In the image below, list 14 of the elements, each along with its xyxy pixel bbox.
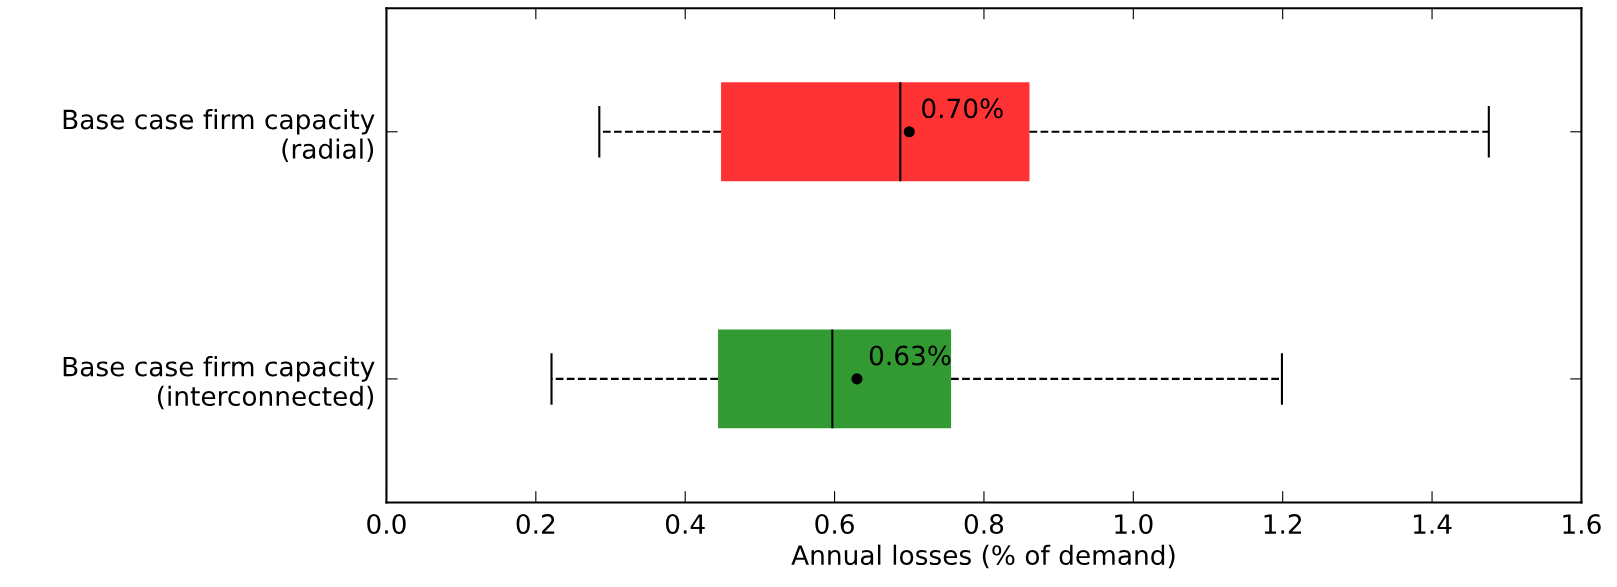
- x-tick-label: 0.6: [815, 514, 854, 535]
- annotation: 0.63%: [869, 345, 951, 366]
- x-tick-label: 0.0: [367, 514, 406, 535]
- x-tick-label: 0.4: [665, 514, 705, 535]
- x-tick-label: 1.0: [1115, 514, 1153, 535]
- x-tick-label: 1.6: [1563, 514, 1601, 535]
- y-tick-label: Base case firm capacity (interconnected): [63, 356, 375, 410]
- x-tick-label: 1.4: [1413, 514, 1452, 534]
- x-tick-label: 1.2: [1264, 514, 1302, 534]
- x-tick-label: 0.8: [964, 514, 1004, 535]
- annotation: 0.70%: [922, 98, 1003, 119]
- x-tick-label: 0.2: [516, 514, 555, 535]
- y-tick-label: Base case firm capacity (radial): [63, 108, 375, 163]
- x-axis-title: Annual losses (% of demand): [791, 544, 1175, 569]
